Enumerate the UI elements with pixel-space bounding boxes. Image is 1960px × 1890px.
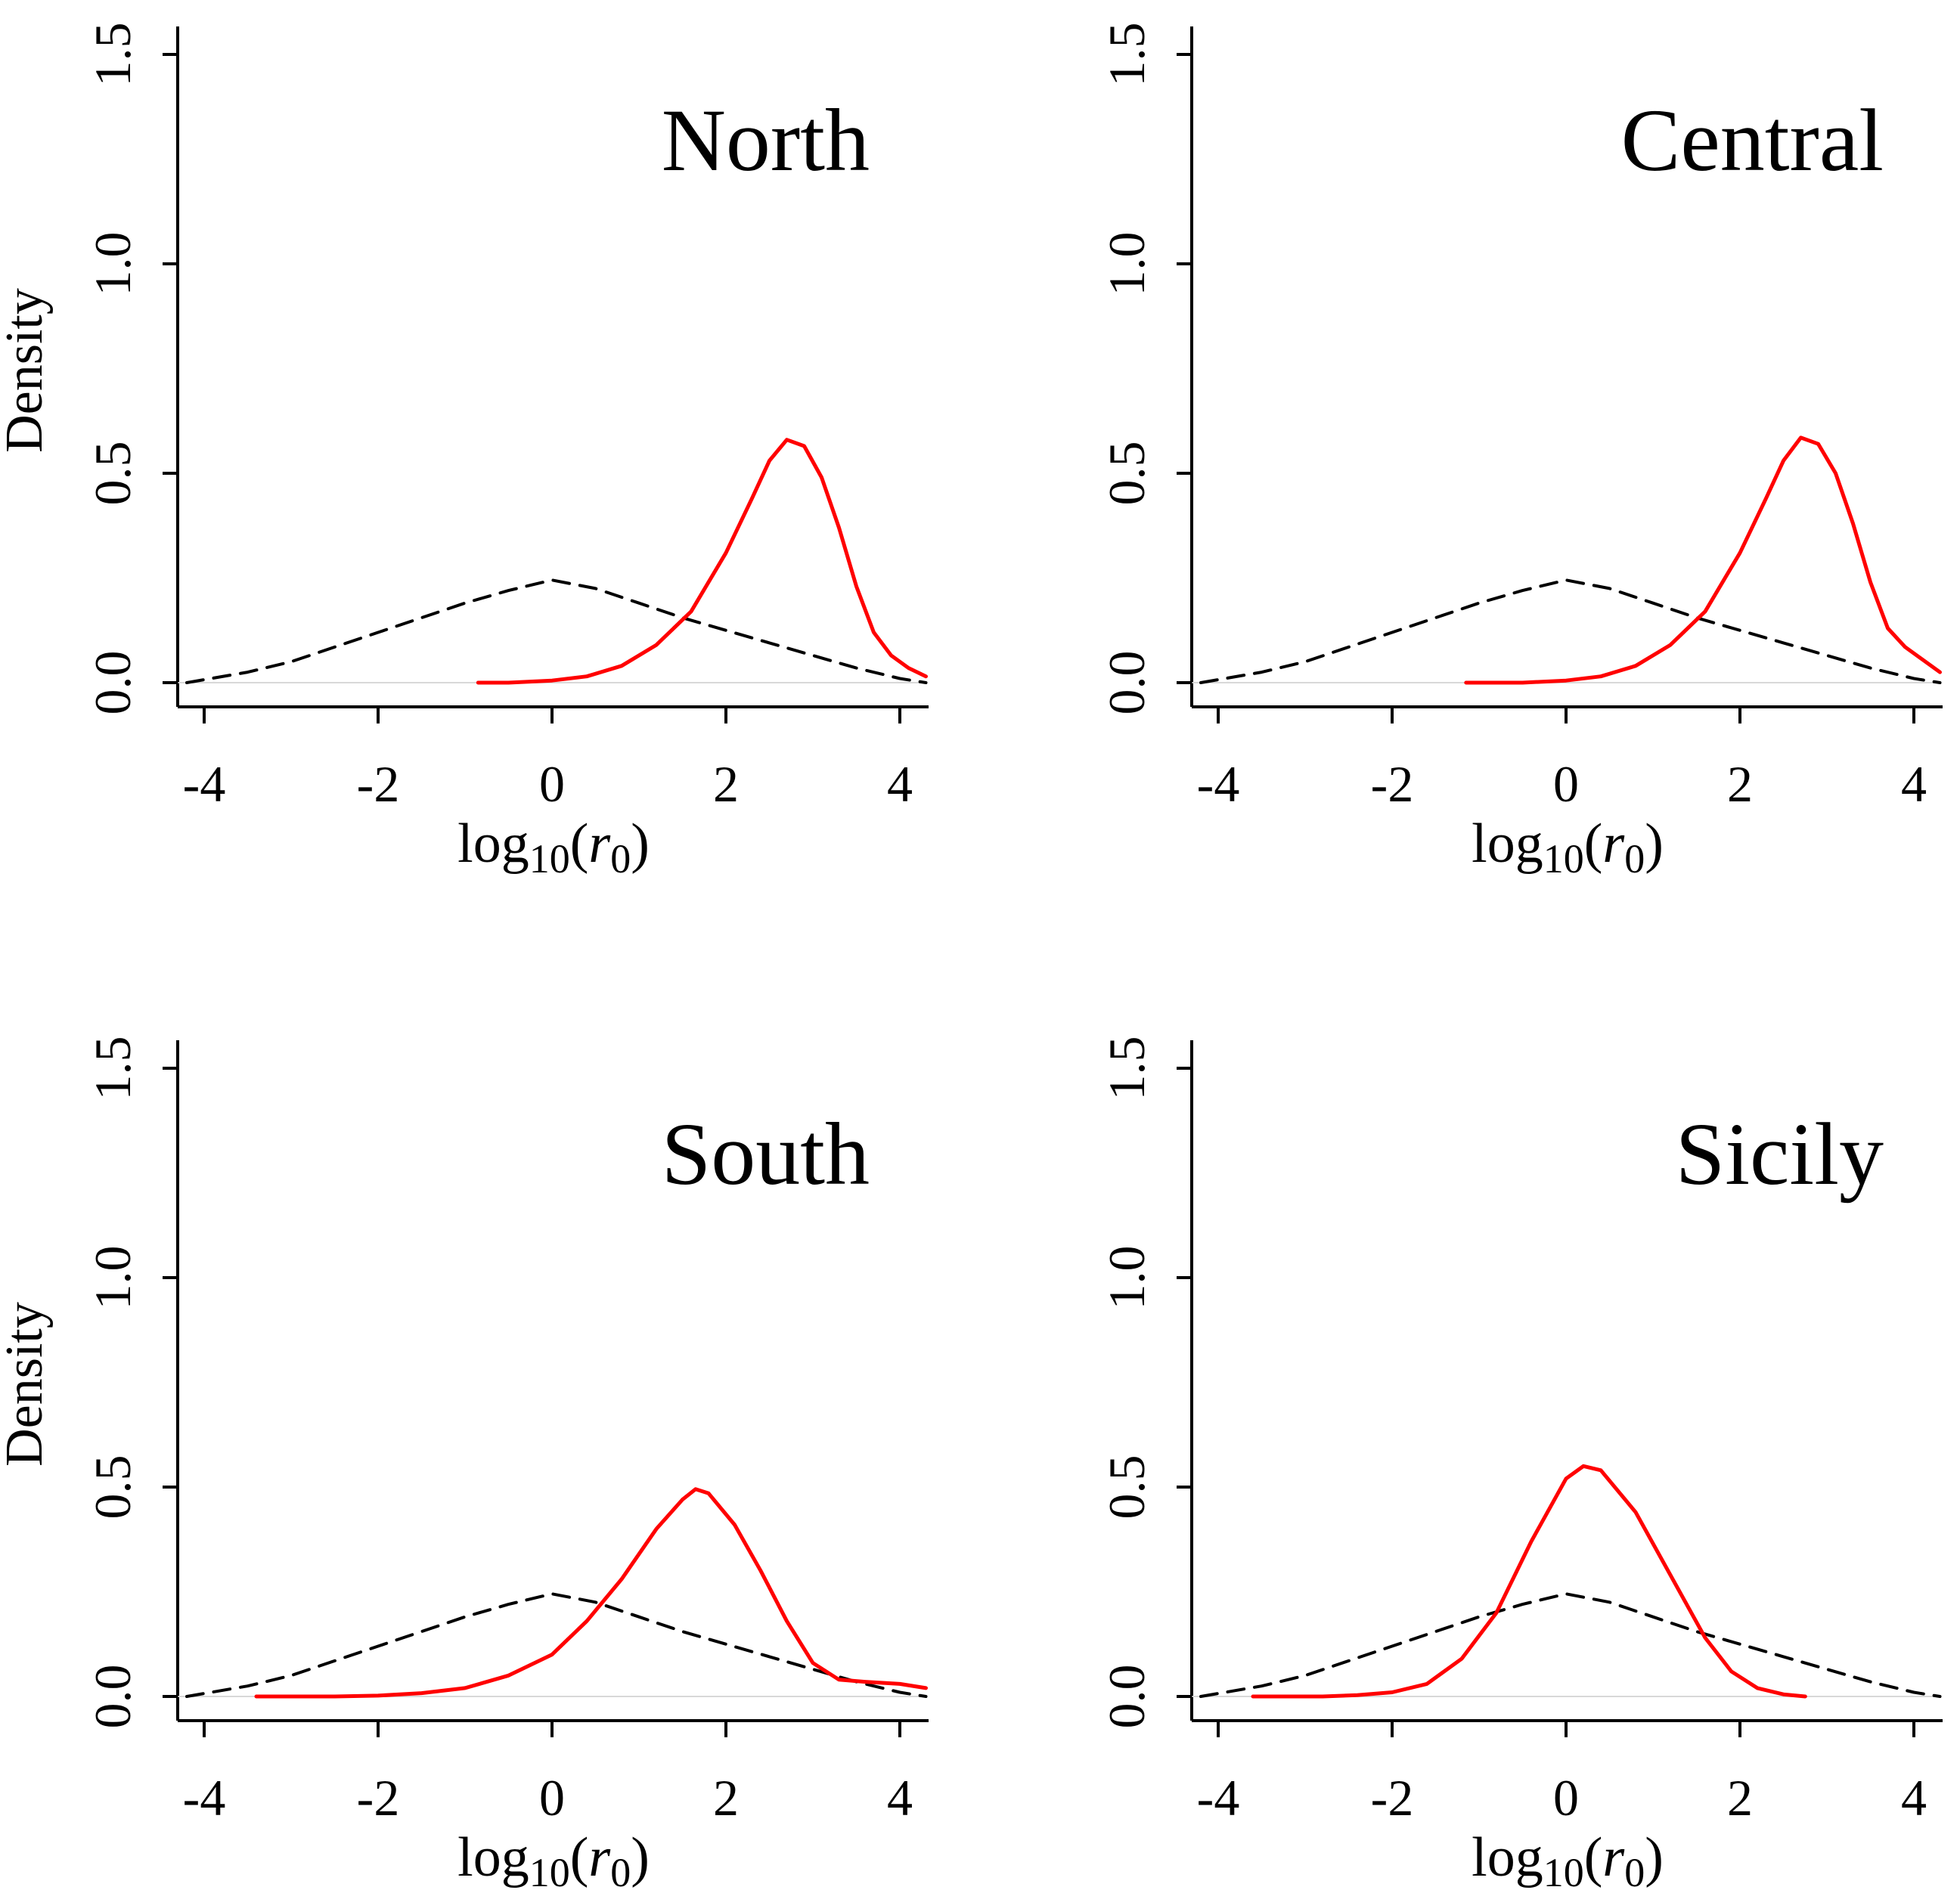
x-tick-label: 2 xyxy=(1727,755,1753,813)
x-tick-label: -2 xyxy=(1371,1769,1414,1826)
y-tick-label: 1.5 xyxy=(84,1036,141,1101)
x-tick-label: 4 xyxy=(887,1769,913,1826)
x-tick-label: -4 xyxy=(1197,755,1240,813)
x-tick-label: 2 xyxy=(1727,1769,1753,1826)
y-tick-label: 0.5 xyxy=(84,442,141,506)
posterior-density-line xyxy=(1464,435,1942,685)
y-tick-label: 0.0 xyxy=(1098,651,1155,715)
x-tick-label: 4 xyxy=(1901,755,1927,813)
x-tick-label: -2 xyxy=(1371,755,1414,813)
y-axis-label: Density xyxy=(0,1302,54,1467)
panel-title: Central xyxy=(1621,91,1884,190)
chart-panel-south: 0.0 0.5 1.0 1.5 -4 -2 0 2 4 log10(r0) Density South xyxy=(0,1036,929,1890)
x-tick-label: 4 xyxy=(1901,1769,1927,1826)
x-tick-label: -2 xyxy=(357,755,400,813)
y-tick-label: 1.5 xyxy=(84,23,141,87)
x-tick-label: 0 xyxy=(1553,755,1579,813)
y-tick-label: 0.5 xyxy=(1098,442,1155,506)
panel-title: Sicily xyxy=(1676,1105,1884,1204)
y-tick-label: 1.0 xyxy=(84,232,141,296)
x-axis-label: log10(r0) xyxy=(457,813,650,881)
y-tick-label: 1.0 xyxy=(1098,232,1155,296)
x-axis-label: log10(r0) xyxy=(1472,1826,1664,1890)
y-tick-label: 0.0 xyxy=(1098,1665,1155,1729)
y-tick-label: 0.0 xyxy=(84,651,141,715)
y-tick-label: 1.5 xyxy=(1098,23,1155,87)
y-tick-label: 1.0 xyxy=(84,1246,141,1310)
posterior-density-line xyxy=(254,1487,928,1699)
y-tick-label: 1.0 xyxy=(1098,1246,1155,1310)
x-tick-label: -4 xyxy=(1197,1769,1240,1826)
prior-density-line xyxy=(185,578,928,684)
y-axis-label: Density xyxy=(0,288,54,453)
x-tick-label: 2 xyxy=(713,755,739,813)
x-tick-label: -4 xyxy=(183,755,226,813)
prior-density-line xyxy=(185,1592,928,1698)
x-axis-label: log10(r0) xyxy=(1472,813,1664,881)
y-tick-label: 0.5 xyxy=(1098,1455,1155,1520)
x-tick-label: 4 xyxy=(887,755,913,813)
panel-title: North xyxy=(662,91,870,190)
x-tick-label: -2 xyxy=(357,1769,400,1826)
prior-density-line xyxy=(1199,1592,1942,1698)
x-tick-label: 0 xyxy=(539,1769,565,1826)
chart-panel-north: 0.0 0.5 1.0 1.5 -4 -2 0 2 4 log10(r0) Density North xyxy=(0,23,929,881)
x-tick-label: 0 xyxy=(1553,1769,1579,1826)
posterior-density-line xyxy=(476,438,928,685)
x-axis-label: log10(r0) xyxy=(457,1826,650,1890)
chart-panel-sicily: 0.0 0.5 1.0 1.5 -4 -2 0 2 4 log10(r0) Sicily xyxy=(1098,1036,1943,1890)
x-tick-label: -4 xyxy=(183,1769,226,1826)
y-tick-label: 0.0 xyxy=(84,1665,141,1729)
y-tick-label: 0.5 xyxy=(84,1455,141,1520)
panel-title: South xyxy=(662,1105,870,1204)
posterior-density-line xyxy=(1251,1464,1807,1699)
chart-panel-central: 0.0 0.5 1.0 1.5 -4 -2 0 2 4 log10(r0) Central xyxy=(1098,23,1943,881)
x-tick-label: 2 xyxy=(713,1769,739,1826)
prior-density-line xyxy=(1199,578,1942,684)
x-tick-label: 0 xyxy=(539,755,565,813)
y-tick-label: 1.5 xyxy=(1098,1036,1155,1101)
